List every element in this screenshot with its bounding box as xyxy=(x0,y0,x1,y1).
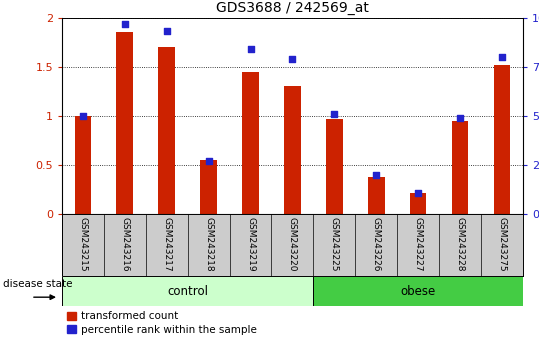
Title: GDS3688 / 242569_at: GDS3688 / 242569_at xyxy=(216,1,369,15)
Text: GSM243219: GSM243219 xyxy=(246,217,255,272)
Text: GSM243227: GSM243227 xyxy=(413,217,423,272)
Point xyxy=(79,113,87,119)
Text: GSM243216: GSM243216 xyxy=(120,217,129,272)
Text: obese: obese xyxy=(400,285,436,298)
Point xyxy=(288,56,297,62)
Text: GSM243217: GSM243217 xyxy=(162,217,171,272)
Point xyxy=(162,29,171,34)
Point xyxy=(204,158,213,164)
Bar xyxy=(368,177,385,214)
Bar xyxy=(158,47,175,214)
Point xyxy=(455,115,464,121)
Bar xyxy=(494,65,510,214)
Point xyxy=(330,111,338,117)
Point xyxy=(497,54,506,60)
Point xyxy=(372,172,381,178)
Point xyxy=(121,21,129,27)
Bar xyxy=(62,276,313,306)
Legend: transformed count, percentile rank within the sample: transformed count, percentile rank withi… xyxy=(67,312,257,335)
Bar xyxy=(284,86,301,214)
Text: GSM243215: GSM243215 xyxy=(79,217,87,272)
Bar xyxy=(410,193,426,214)
Bar xyxy=(326,119,343,214)
Bar xyxy=(242,72,259,214)
Text: GSM243228: GSM243228 xyxy=(455,217,465,272)
Bar xyxy=(201,160,217,214)
Text: disease state: disease state xyxy=(3,279,73,289)
Text: GSM243218: GSM243218 xyxy=(204,217,213,272)
Bar xyxy=(74,116,91,214)
Text: GSM243220: GSM243220 xyxy=(288,217,297,272)
Text: control: control xyxy=(167,285,208,298)
Point xyxy=(414,190,423,195)
Point xyxy=(246,46,255,52)
Bar xyxy=(313,276,523,306)
Bar xyxy=(116,33,133,214)
Text: GSM243225: GSM243225 xyxy=(330,217,339,272)
Bar xyxy=(452,121,468,214)
Text: GSM243275: GSM243275 xyxy=(497,217,506,272)
Text: GSM243226: GSM243226 xyxy=(372,217,381,272)
